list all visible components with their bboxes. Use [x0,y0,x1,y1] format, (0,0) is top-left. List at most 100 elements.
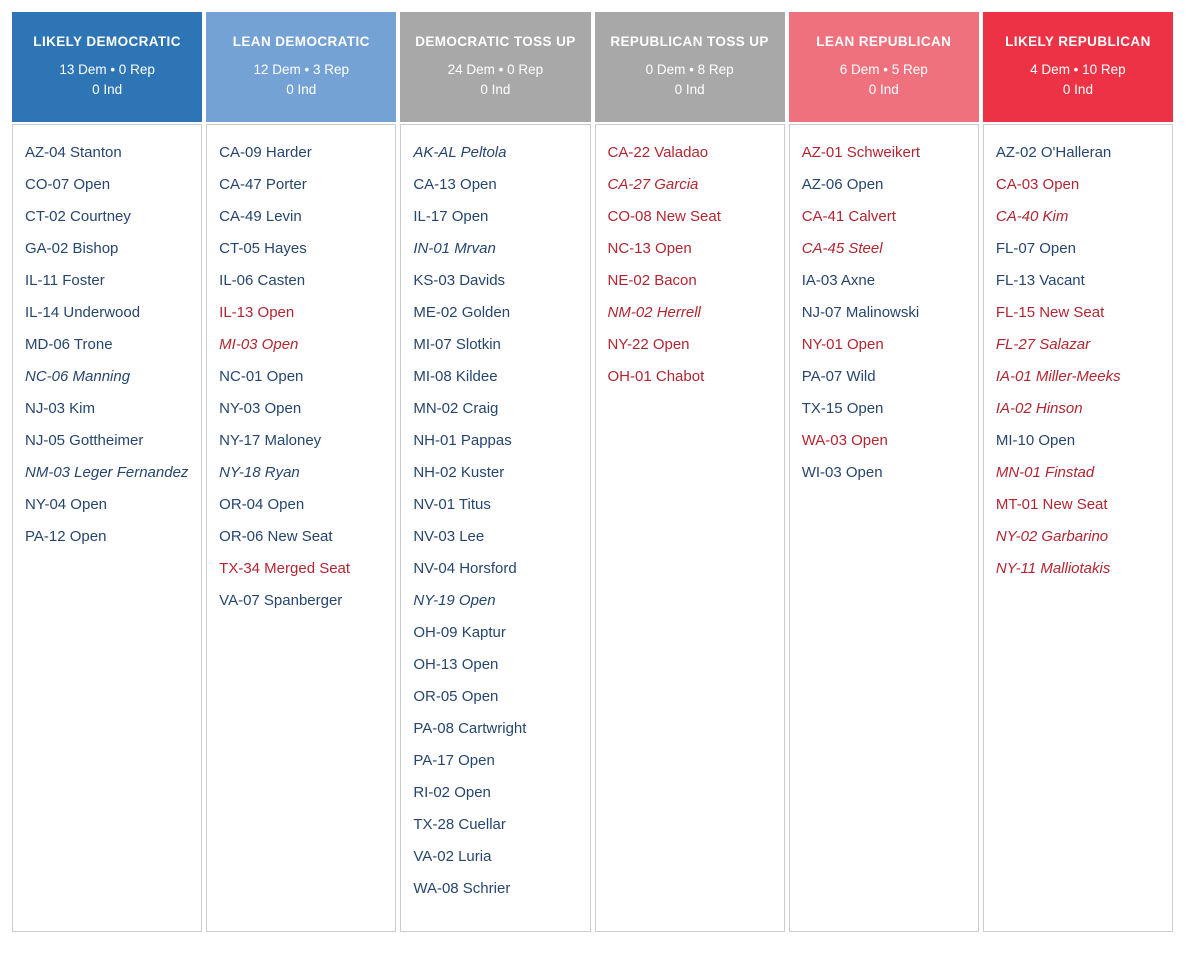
race-list: AZ-02 O'Halleran CA-03 Open CA-40 Kim FL-07… [982,124,1174,932]
race-item[interactable]: KS-03 Davids [413,272,506,289]
column-counts-dem-rep: 6 Dem • 5 Rep [839,62,928,77]
race-item[interactable]: TX-28 Cuellar [413,816,506,833]
column-header: DEMOCRATIC TOSS UP 24 Dem • 0 Rep 0 Ind [400,12,591,122]
race-item[interactable]: CT-05 Hayes [219,240,307,257]
race-item[interactable]: IA-02 Hinson [995,400,1083,417]
rating-column-likely-democratic: LIKELY DEMOCRATIC 13 Dem • 0 Rep 0 Ind A… [12,12,203,932]
race-item[interactable]: TX-34 Merged Seat [219,560,351,577]
race-item[interactable]: OR-06 New Seat [219,528,333,545]
race-item[interactable]: CA-09 Harder [219,144,312,161]
race-item[interactable]: NV-03 Lee [413,528,485,545]
race-item[interactable]: AZ-01 Schweikert [801,144,921,161]
race-item[interactable]: CA-03 Open [995,176,1080,193]
race-item[interactable]: WA-08 Schrier [413,880,511,897]
race-item[interactable]: NH-01 Pappas [413,432,512,449]
race-item[interactable]: RI-02 Open [413,784,491,801]
column-title: DEMOCRATIC TOSS UP [415,34,576,49]
race-item[interactable]: NY-18 Ryan [219,464,300,481]
race-item[interactable]: IL-11 Foster [25,272,105,289]
race-item[interactable]: NC-01 Open [219,368,304,385]
race-item[interactable]: NJ-05 Gottheimer [25,432,144,449]
race-item[interactable]: OR-05 Open [413,688,499,705]
race-item[interactable]: NY-01 Open [801,336,884,353]
race-item[interactable]: NY-11 Malliotakis [995,560,1111,577]
race-item[interactable]: CA-45 Steel [801,240,883,257]
column-counts: 4 Dem • 10 Rep 0 Ind [989,60,1167,100]
race-item[interactable]: MD-06 Trone [25,336,113,353]
race-item[interactable]: PA-17 Open [413,752,495,769]
race-item[interactable]: PA-12 Open [25,528,107,545]
race-item[interactable]: NJ-03 Kim [25,400,96,417]
race-item[interactable]: NV-01 Titus [413,496,491,513]
race-item[interactable]: NJ-07 Malinowski [801,304,920,321]
race-item[interactable]: NE-02 Bacon [607,272,697,289]
race-item[interactable]: AZ-04 Stanton [25,144,122,161]
race-list: AK-AL Peltola CA-13 Open IL-17 Open IN-01 M… [400,124,591,932]
race-list: CA-22 Valadao CA-27 Garcia CO-08 New Seat N… [594,124,785,932]
race-item[interactable]: VA-02 Luria [413,848,492,865]
column-counts-dem-rep: 24 Dem • 0 Rep [447,62,544,77]
race-item[interactable]: NY-19 Open [413,592,496,609]
race-item[interactable]: MI-10 Open [995,432,1076,449]
race-item[interactable]: FL-27 Salazar [995,336,1091,353]
race-item[interactable]: CA-41 Calvert [801,208,896,225]
race-item[interactable]: CO-07 Open [25,176,111,193]
race-item[interactable]: WI-03 Open [801,464,883,481]
race-item[interactable]: FL-15 New Seat [995,304,1105,321]
race-item[interactable]: ME-02 Golden [413,304,511,321]
column-counts: 13 Dem • 0 Rep 0 Ind [18,60,196,100]
race-item[interactable]: AZ-02 O'Halleran [995,144,1112,161]
race-item[interactable]: NY-02 Garbarino [995,528,1109,545]
race-item[interactable]: CT-02 Courtney [25,208,131,225]
race-item[interactable]: MN-01 Finstad [995,464,1095,481]
race-item[interactable]: PA-07 Wild [801,368,876,385]
column-counts-ind: 0 Ind [1062,82,1093,97]
race-item[interactable]: PA-08 Cartwright [413,720,527,737]
race-item[interactable]: NY-22 Open [607,336,690,353]
race-item[interactable]: CA-40 Kim [995,208,1069,225]
race-item[interactable]: IA-03 Axne [801,272,876,289]
race-item[interactable]: IA-01 Miller-Meeks [995,368,1121,385]
race-list: AZ-01 Schweikert AZ-06 Open CA-41 Calvert C… [788,124,979,932]
race-item[interactable]: NY-04 Open [25,496,108,513]
race-item[interactable]: FL-07 Open [995,240,1076,257]
race-item[interactable]: IL-14 Underwood [25,304,141,321]
race-item[interactable]: AK-AL Peltola [413,144,507,161]
race-item[interactable]: OH-01 Chabot [607,368,705,385]
race-item[interactable]: NC-06 Manning [25,368,131,385]
race-item[interactable]: AZ-06 Open [801,176,884,193]
column-counts-ind: 0 Ind [674,82,705,97]
race-item[interactable]: OR-04 Open [219,496,305,513]
race-item[interactable]: NM-02 Herrell [607,304,701,321]
column-counts-dem-rep: 13 Dem • 0 Rep [59,62,155,77]
race-item[interactable]: CO-08 New Seat [607,208,721,225]
race-item[interactable]: MI-08 Kildee [413,368,498,385]
race-item[interactable]: OH-13 Open [413,656,499,673]
race-item[interactable]: NY-03 Open [219,400,302,417]
race-item[interactable]: IN-01 Mrvan [413,240,496,257]
race-item[interactable]: NC-13 Open [607,240,692,257]
race-item[interactable]: NY-17 Maloney [219,432,322,449]
race-item[interactable]: IL-17 Open [413,208,489,225]
race-item[interactable]: CA-22 Valadao [607,144,709,161]
race-item[interactable]: VA-07 Spanberger [219,592,343,609]
race-item[interactable]: CA-13 Open [413,176,497,193]
race-item[interactable]: MI-03 Open [219,336,299,353]
race-item[interactable]: NM-03 Leger Fernandez [25,464,189,481]
race-item[interactable]: IL-13 Open [219,304,295,321]
race-item[interactable]: OH-09 Kaptur [413,624,506,641]
race-item[interactable]: MN-02 Craig [413,400,499,417]
race-item[interactable]: TX-15 Open [801,400,884,417]
race-item[interactable]: CA-27 Garcia [607,176,699,193]
race-item[interactable]: FL-13 Vacant [995,272,1085,289]
race-item[interactable]: WA-03 Open [801,432,888,449]
race-item[interactable]: NV-04 Horsford [413,560,517,577]
race-item[interactable]: MI-07 Slotkin [413,336,501,353]
race-item[interactable]: CA-47 Porter [219,176,307,193]
race-item[interactable]: CA-49 Levin [219,208,302,225]
race-item[interactable]: MT-01 New Seat [995,496,1108,513]
race-item[interactable]: GA-02 Bishop [25,240,119,257]
column-counts-ind: 0 Ind [286,82,317,97]
race-item[interactable]: NH-02 Kuster [413,464,505,481]
race-item[interactable]: IL-06 Casten [219,272,306,289]
